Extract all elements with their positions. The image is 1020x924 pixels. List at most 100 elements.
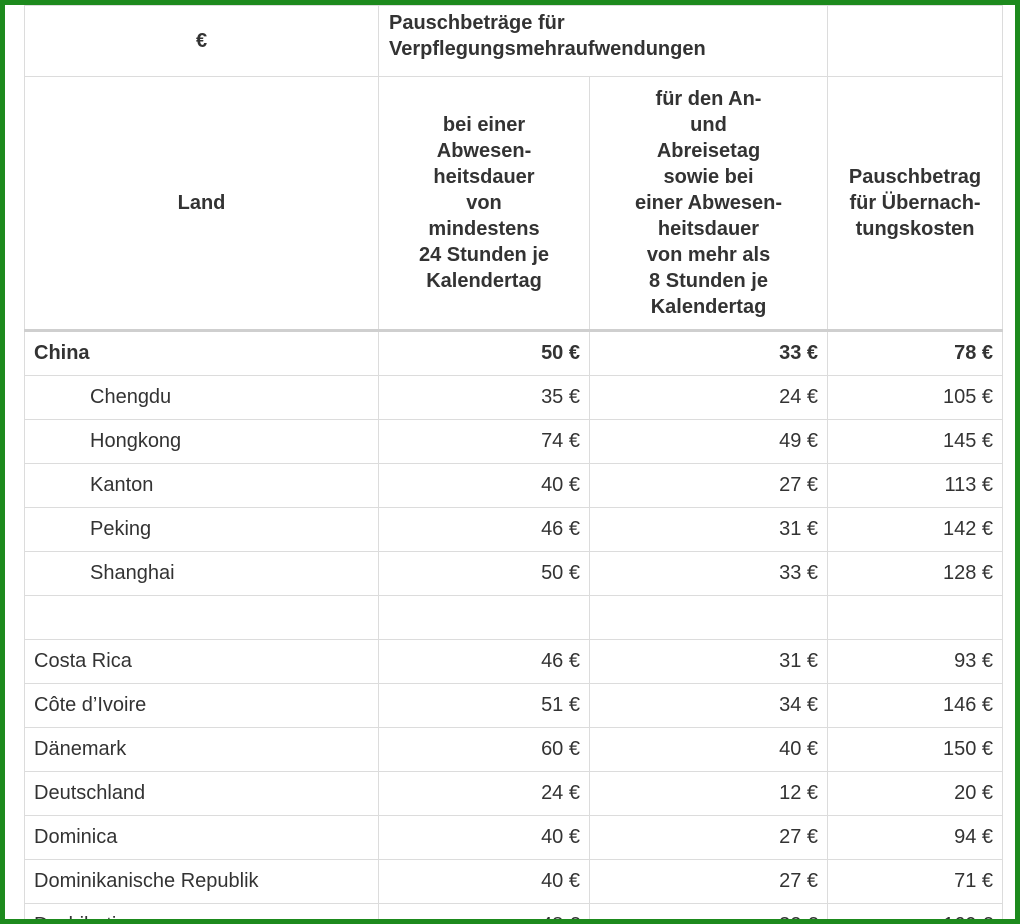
empty-header-cell <box>827 5 1004 77</box>
allowance-8h-cell: 33 € <box>588 551 829 596</box>
allowance-24h-cell: 74 € <box>378 419 590 464</box>
allowance-8h-cell: 33 € <box>588 330 829 376</box>
header-line: bei einer <box>442 114 526 136</box>
page-frame: € Pauschbeträge für Verpflegungsmehraufw… <box>5 5 1015 919</box>
country-cell: Shanghai <box>24 551 379 596</box>
country-cell: Kanton <box>24 463 379 508</box>
table-body: China 50 €33 €78 € Chengdu 35 €24 €105 € Hon… <box>24 330 1004 919</box>
header-line: und <box>690 114 727 136</box>
allowance-table: € Pauschbeträge für Verpflegungsmehraufw… <box>24 5 1004 919</box>
header-line: sowie bei <box>663 166 754 188</box>
allowance-8h-cell: 12 € <box>588 771 829 816</box>
allowance-24h-cell: 51 € <box>378 683 590 728</box>
allowance-8h-cell: 31 € <box>588 639 829 684</box>
table-row: Peking 46 €31 €142 € <box>24 507 1004 552</box>
overnight-cell: 93 € <box>827 639 1004 684</box>
country-cell: Dominikanische Republik <box>24 859 379 904</box>
header-line: Pauschbetrag <box>848 166 982 188</box>
header-line: für Übernach- <box>849 192 981 214</box>
country-cell: Dschibuti <box>24 903 379 919</box>
overnight-cell <box>827 595 1004 640</box>
header-line: heitsdauer <box>433 166 535 188</box>
table-row: Dschibuti48 €32 €160 € <box>24 903 1004 919</box>
country-cell <box>24 595 379 640</box>
header-line: von <box>466 192 502 214</box>
header-line: heitsdauer <box>657 218 760 240</box>
allowance-8h-cell <box>588 595 829 640</box>
header-line: 8 Stunden je <box>649 270 768 292</box>
table-row: Kanton 40 €27 €113 € <box>24 463 1004 508</box>
header-line: von mehr als <box>646 244 771 266</box>
allowance-24h-cell: 46 € <box>378 507 590 552</box>
currency-header: € <box>24 5 379 77</box>
allowance-24h-cell: 40 € <box>378 815 590 860</box>
allowance-24h-cell: 40 € <box>378 859 590 904</box>
overnight-cell: 71 € <box>827 859 1004 904</box>
table-row: Deutschland 24 €12 €20 € <box>24 771 1004 816</box>
header-line: tungskosten <box>855 218 975 240</box>
table-row: Chengdu 35 €24 €105 € <box>24 375 1004 420</box>
allowance-24h-cell: 35 € <box>378 375 590 420</box>
table-row: China 50 €33 €78 € <box>24 330 1004 376</box>
group-title-line2: Verpflegungsmehraufwendungen <box>389 38 706 60</box>
table-row: Costa Rica 46 €31 €93 € <box>24 639 1004 684</box>
allowance-8h-cell: 27 € <box>588 463 829 508</box>
header-line: Kalendertag <box>426 270 542 292</box>
allowance-8h-cell: 24 € <box>588 375 829 420</box>
header-line: für den An- <box>655 88 762 110</box>
allowance-24h-cell <box>378 595 590 640</box>
allowance-8h-cell: 49 € <box>588 419 829 464</box>
allowance-8h-cell: 27 € <box>588 859 829 904</box>
spacer-row <box>24 595 1004 640</box>
country-cell: Costa Rica <box>24 639 379 684</box>
country-cell: Deutschland <box>24 771 379 816</box>
allowance-24h-cell: 48 € <box>378 903 590 919</box>
header-line: Abreisetag <box>656 140 761 162</box>
group-header: Pauschbeträge für Verpflegungsmehraufwen… <box>377 5 829 77</box>
header-line: einer Abwesen- <box>634 192 783 214</box>
header-line: mindestens <box>428 218 540 240</box>
country-cell: Côte d’Ivoire <box>24 683 379 728</box>
overnight-cell: 150 € <box>827 727 1004 772</box>
overnight-cell: 146 € <box>827 683 1004 728</box>
overnight-cell: 142 € <box>827 507 1004 552</box>
overnight-cell: 128 € <box>827 551 1004 596</box>
allowance-24h-cell: 50 € <box>378 551 590 596</box>
allowance-8h-cell: 31 € <box>588 507 829 552</box>
header-row-2: Land bei einer Abwesen-heitsdauer von minde… <box>24 76 1004 331</box>
land-header: Land <box>24 76 379 331</box>
country-cell: Chengdu <box>24 375 379 420</box>
overnight-cell: 94 € <box>827 815 1004 860</box>
header-line: Kalendertag <box>650 296 767 318</box>
country-cell: Hongkong <box>24 419 379 464</box>
allowance-8h-cell: 32 € <box>588 903 829 919</box>
col-8h-header: für den An-und Abreisetag sowie bei einer A… <box>588 76 829 331</box>
allowance-8h-cell: 27 € <box>588 815 829 860</box>
header-row-1: € Pauschbeträge für Verpflegungsmehraufw… <box>24 5 1004 77</box>
overnight-cell: 113 € <box>827 463 1004 508</box>
table-row: Dänemark 60 €40 €150 € <box>24 727 1004 772</box>
country-cell: China <box>24 330 379 376</box>
header-line: 24 Stunden je <box>418 244 550 266</box>
col-24h-header: bei einer Abwesen-heitsdauer von mindestens… <box>378 76 590 331</box>
table-row: Côte d’Ivoire 51 €34 €146 € <box>24 683 1004 728</box>
overnight-cell: 20 € <box>827 771 1004 816</box>
overnight-cell: 160 € <box>827 903 1004 919</box>
table-row: Dominica 40 €27 €94 € <box>24 815 1004 860</box>
country-cell: Dänemark <box>24 727 379 772</box>
table-row: Hongkong 74 €49 €145 € <box>24 419 1004 464</box>
table-row: Dominikanische Republik 40 €27 €71 € <box>24 859 1004 904</box>
allowance-8h-cell: 34 € <box>588 683 829 728</box>
header-line: Abwesen- <box>436 140 532 162</box>
table-row: Shanghai 50 €33 €128 € <box>24 551 1004 596</box>
allowance-24h-cell: 40 € <box>378 463 590 508</box>
allowance-24h-cell: 46 € <box>378 639 590 684</box>
allowance-24h-cell: 60 € <box>378 727 590 772</box>
overnight-cell: 105 € <box>827 375 1004 420</box>
allowance-24h-cell: 24 € <box>378 771 590 816</box>
country-cell: Dominica <box>24 815 379 860</box>
allowance-24h-cell: 50 € <box>378 330 590 376</box>
overnight-cell: 78 € <box>827 330 1004 376</box>
overnight-cell: 145 € <box>827 419 1004 464</box>
country-cell: Peking <box>24 507 379 552</box>
